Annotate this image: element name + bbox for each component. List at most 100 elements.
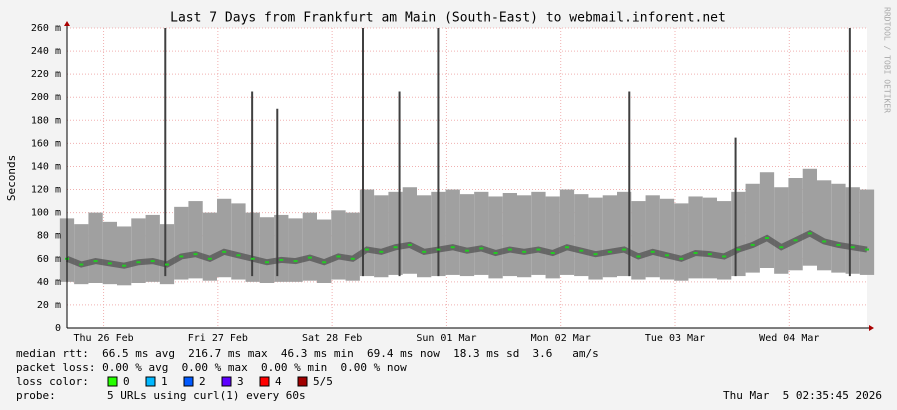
y-tick-label: 140 m [31,161,61,172]
smoke [702,197,717,279]
y-tick-label: 120 m [31,185,61,196]
loss-swatch [259,376,270,387]
stats-line: median rtt: 66.5 ms avg 216.7 ms max 46.… [16,347,599,360]
median-mark [750,243,755,246]
y-tick-label: 80 m [37,231,61,242]
smoke [159,224,175,285]
x-tick-label: Sun 01 Mar [416,333,476,344]
stats-line: packet loss: 0.00 % avg 0.00 % max 0.00 … [16,361,407,374]
smoke [102,221,117,285]
smoke [202,212,217,281]
plot [59,27,875,329]
smoke [602,195,617,278]
smoke [759,172,775,268]
loss-swatch [297,376,308,387]
median-mark [865,248,869,251]
median-mark [107,262,112,265]
smoke [631,201,646,280]
smoke [131,218,146,283]
smoke [459,194,475,277]
median-mark [122,264,127,267]
smoke [402,187,417,274]
median-mark [622,248,627,251]
x-tick-label: Sat 28 Feb [302,333,362,344]
probe-label: probe: [16,389,56,402]
smoke [674,203,689,281]
timestamp: Thu Mar 5 02:35:45 2026 [723,389,882,402]
x-tick-label: Wed 04 Mar [759,333,819,344]
x-tick-label: Thu 26 Feb [73,333,133,344]
arrow [64,21,70,26]
median-mark [379,250,384,253]
smoke [174,206,189,280]
smoke [617,191,632,277]
median-mark [222,250,227,253]
median-mark [836,243,841,246]
smoke [731,191,746,277]
median-mark [365,248,369,251]
smoke [574,194,589,277]
smoke [317,219,332,283]
smoke [559,189,575,275]
loss-swatch-label: 4 [275,375,282,388]
loss-swatch [221,376,232,387]
median-mark [322,261,327,264]
arrow [869,325,874,331]
median-mark [593,253,598,256]
median-mark [336,255,341,258]
smoke [445,189,460,275]
median-mark [850,246,855,249]
smoke [117,226,132,286]
median-mark [422,250,427,253]
y-tick-label: 0 [55,323,61,334]
smoke [74,224,89,285]
median-mark [265,261,269,264]
smoke [417,195,432,278]
smoke [517,195,532,278]
smoke [774,187,789,274]
median-mark [822,240,827,243]
smoke [188,201,203,279]
median-mark [607,250,612,253]
median-mark [522,250,527,253]
median-mark [407,243,412,246]
median-mark [436,248,441,251]
smoke [374,195,389,278]
median-mark [736,248,741,251]
median-mark [279,258,284,261]
y-tick-label: 260 m [31,23,61,34]
median-mark [507,248,512,251]
median-mark [350,257,355,260]
loss-swatch-label: 0 [123,375,130,388]
smoke [145,214,160,282]
loss-swatch-label: 5/5 [313,375,333,388]
smoke [331,210,346,280]
side-label: RRDTOOL / TOBI OETIKER [883,7,892,113]
median-mark [479,247,484,250]
y-tick-label: 20 m [37,300,61,311]
smoke [545,196,560,279]
smoke [288,218,303,282]
loss-swatch-label: 2 [199,375,206,388]
plot-area [67,28,867,328]
median-mark [293,260,298,263]
median-mark [565,246,569,249]
median-mark [236,254,241,257]
smoke [217,198,232,278]
median-mark [707,253,712,256]
median-mark [493,252,498,254]
median-mark [693,252,698,254]
loss-swatch [183,376,194,387]
smoke [474,191,489,275]
y-tick-label: 180 m [31,115,61,126]
x-tick-label: Tue 03 Mar [645,333,705,344]
smoke [345,212,360,281]
median-mark [579,249,584,252]
median-mark [765,237,769,239]
smoke [302,212,317,281]
loss-swatch-label: 1 [161,375,168,388]
median-mark [536,248,541,251]
median-mark [393,246,398,249]
median-mark [679,257,684,260]
